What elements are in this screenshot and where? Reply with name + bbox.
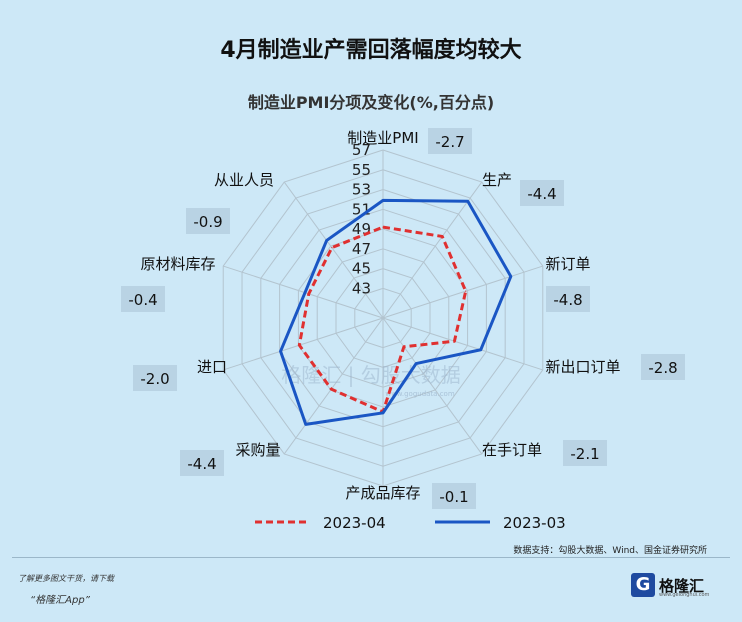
change-value: -0.9 bbox=[193, 213, 222, 231]
series-point bbox=[382, 412, 384, 414]
change-box: -0.1 bbox=[432, 483, 476, 509]
axis-spoke bbox=[223, 317, 384, 371]
series-point bbox=[326, 239, 328, 242]
axis-spoke bbox=[283, 317, 384, 455]
change-box-bg bbox=[180, 450, 224, 476]
series-point bbox=[480, 349, 482, 351]
radial-tick-label: 55 bbox=[352, 161, 371, 179]
change-value: -0.1 bbox=[439, 488, 468, 506]
source-note: 数据支持：勾股大数据、Wind、国金证券研究所 bbox=[513, 546, 707, 556]
axis-spoke bbox=[382, 181, 483, 319]
axis-label: 进口 bbox=[197, 358, 227, 376]
change-value: -2.8 bbox=[648, 359, 677, 377]
radial-tick-label: 53 bbox=[352, 181, 371, 199]
change-value: -0.4 bbox=[128, 291, 157, 309]
change-value: -2.1 bbox=[570, 445, 599, 463]
change-box-bg bbox=[641, 354, 685, 380]
series-point bbox=[382, 226, 384, 228]
series-point bbox=[279, 350, 282, 352]
change-box-bg bbox=[121, 286, 165, 312]
axis-label: 从业人员 bbox=[214, 171, 274, 189]
series-point bbox=[308, 293, 310, 295]
footer-app-name: “格隆汇App” bbox=[30, 595, 90, 606]
change-box-bg bbox=[520, 180, 564, 206]
legend-label: 2023-03 bbox=[503, 514, 566, 532]
change-box-bg bbox=[186, 208, 230, 234]
change-value: -2.0 bbox=[140, 370, 169, 388]
change-box: -2.7 bbox=[428, 128, 472, 154]
axis-label: 采购量 bbox=[235, 441, 280, 459]
change-box-bg bbox=[432, 483, 476, 509]
watermark-text: 格隆汇 | 勾股大数据 bbox=[281, 363, 460, 387]
series-point bbox=[382, 199, 384, 201]
axis-spoke bbox=[223, 265, 384, 319]
series-point bbox=[441, 235, 443, 238]
logo-text: 格隆汇 bbox=[658, 576, 704, 595]
change-box: -0.9 bbox=[186, 208, 230, 234]
change-box: -4.4 bbox=[520, 180, 564, 206]
footer-divider bbox=[12, 557, 730, 558]
change-box-bg bbox=[563, 440, 607, 466]
radial-tick-label: 49 bbox=[352, 220, 371, 238]
series-point bbox=[403, 346, 405, 348]
footer-text: 了解更多图文干货，请下载 bbox=[18, 574, 114, 583]
change-value: -4.4 bbox=[187, 455, 216, 473]
series-point bbox=[330, 388, 332, 390]
change-value: -4.4 bbox=[527, 185, 556, 203]
change-box-bg bbox=[133, 365, 177, 391]
change-box: -4.4 bbox=[180, 450, 224, 476]
series-point bbox=[453, 340, 456, 342]
radial-tick-label: 57 bbox=[352, 141, 371, 159]
axis-label: 产成品库存 bbox=[345, 484, 420, 502]
axis-label: 新出口订单 bbox=[545, 358, 620, 376]
logo-mark: G bbox=[630, 573, 655, 597]
change-box: -2.0 bbox=[133, 365, 177, 391]
change-box-bg bbox=[546, 286, 590, 312]
radial-tick-label: 47 bbox=[352, 240, 371, 258]
axis-spoke bbox=[382, 265, 543, 319]
change-value: -4.8 bbox=[553, 291, 582, 309]
chart-title: 4月制造业产需回落幅度均较大 bbox=[220, 38, 522, 63]
logo-url: www.gelonghui.com bbox=[658, 592, 710, 598]
series-point bbox=[467, 200, 469, 202]
change-box-bg bbox=[428, 128, 472, 154]
change-box: -2.1 bbox=[563, 440, 607, 466]
axis-spoke bbox=[382, 317, 543, 371]
series-point bbox=[510, 275, 512, 278]
change-box: -0.4 bbox=[121, 286, 165, 312]
chart-subtitle: 制造业PMI分项及变化(%,百分点) bbox=[248, 93, 494, 112]
change-value: -2.7 bbox=[435, 133, 464, 151]
series-point bbox=[415, 362, 417, 365]
watermark-url: www.gogudata.com bbox=[385, 390, 454, 398]
axis-label: 原材料库存 bbox=[140, 255, 215, 273]
axis-label: 在手订单 bbox=[482, 441, 542, 459]
legend-label: 2023-04 bbox=[323, 514, 386, 532]
axis-spoke bbox=[382, 317, 483, 455]
change-box: -4.8 bbox=[546, 286, 590, 312]
radial-tick-label: 45 bbox=[352, 260, 371, 278]
axis-label: 制造业PMI bbox=[347, 129, 418, 147]
axis-spoke bbox=[283, 181, 384, 319]
axis-label: 新订单 bbox=[545, 255, 590, 273]
change-box: -2.8 bbox=[641, 354, 685, 380]
series-point bbox=[298, 344, 300, 346]
radial-tick-label: 43 bbox=[352, 279, 371, 297]
series-point bbox=[305, 423, 307, 425]
gelonghui-logo: G 格隆汇 www.gelonghui.com bbox=[630, 573, 709, 598]
series-point bbox=[304, 292, 306, 294]
axis-label: 生产 bbox=[482, 171, 512, 189]
series-point bbox=[331, 247, 333, 249]
series-point bbox=[465, 290, 467, 292]
